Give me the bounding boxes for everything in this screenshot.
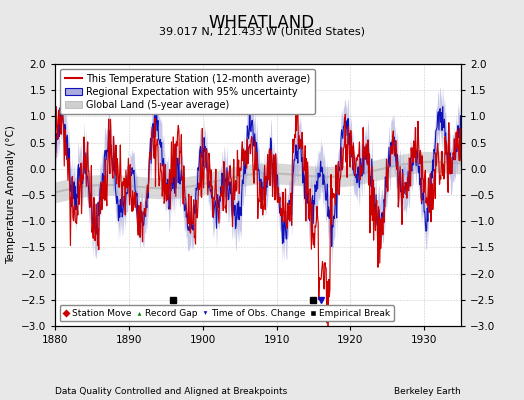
Text: WHEATLAND: WHEATLAND [209, 14, 315, 32]
Text: 39.017 N, 121.433 W (United States): 39.017 N, 121.433 W (United States) [159, 26, 365, 36]
Text: Data Quality Controlled and Aligned at Breakpoints: Data Quality Controlled and Aligned at B… [55, 387, 287, 396]
Text: Berkeley Earth: Berkeley Earth [395, 387, 461, 396]
Legend: Station Move, Record Gap, Time of Obs. Change, Empirical Break: Station Move, Record Gap, Time of Obs. C… [60, 305, 394, 322]
Y-axis label: Temperature Anomaly (°C): Temperature Anomaly (°C) [6, 126, 16, 264]
